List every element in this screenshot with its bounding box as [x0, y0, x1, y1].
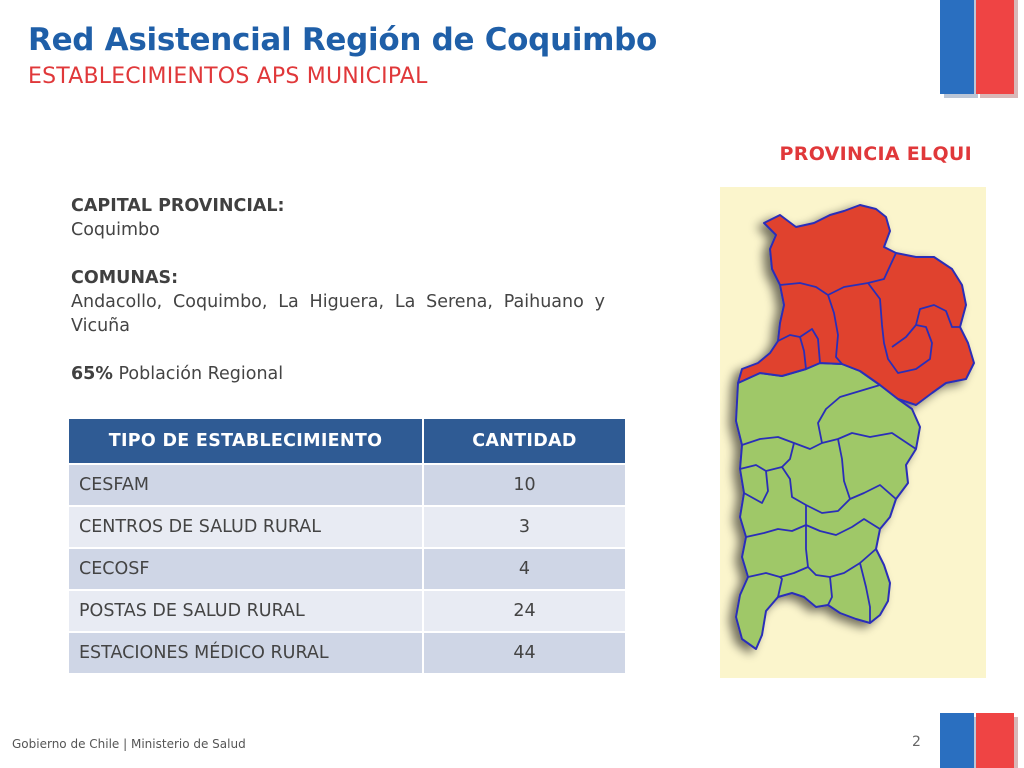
page-number: 2 — [912, 734, 921, 750]
column-header-type: TIPO DE ESTABLECIMIENTO — [69, 419, 424, 464]
map-elqui-province — [737, 204, 975, 406]
map-south-provinces — [735, 362, 921, 650]
chile-flag-logo-top — [940, 0, 1018, 98]
footer-text: Gobierno de Chile | Ministerio de Salud — [12, 737, 246, 751]
capital-label: CAPITAL PROVINCIAL: — [71, 196, 285, 216]
region-map — [720, 187, 986, 678]
table-row: POSTAS DE SALUD RURAL 24 — [69, 589, 625, 632]
table-cell-type: ESTACIONES MÉDICO RURAL — [69, 631, 424, 673]
population-text: Población Regional — [118, 364, 284, 384]
comunas-label: COMUNAS: — [71, 268, 179, 288]
table-cell-type: CENTROS DE SALUD RURAL — [69, 505, 424, 548]
table-cell-count: 4 — [423, 547, 625, 590]
population-percent: 65% — [71, 364, 113, 384]
table-cell-type: CECOSF — [69, 547, 424, 590]
comunas-value: Andacollo, Coquimbo, La Higuera, La Sere… — [71, 292, 605, 336]
establishments-table: TIPO DE ESTABLECIMIENTO CANTIDAD CESFAM … — [69, 419, 625, 673]
capital-value: Coquimbo — [71, 220, 160, 240]
table-cell-type: POSTAS DE SALUD RURAL — [69, 589, 424, 632]
population-line: 65% Población Regional — [71, 362, 605, 386]
province-heading: PROVINCIA ELQUI — [779, 143, 972, 165]
province-info: CAPITAL PROVINCIAL: Coquimbo COMUNAS: An… — [71, 194, 605, 386]
table-cell-count: 44 — [423, 631, 625, 673]
table-row: CECOSF 4 — [69, 547, 625, 590]
table-cell-count: 10 — [423, 463, 625, 506]
table-header-row: TIPO DE ESTABLECIMIENTO CANTIDAD — [69, 419, 625, 464]
table-cell-type: CESFAM — [69, 463, 424, 506]
table-cell-count: 3 — [423, 505, 625, 548]
page-subtitle: ESTABLECIMIENTOS APS MUNICIPAL — [28, 64, 428, 89]
table-row: ESTACIONES MÉDICO RURAL 44 — [69, 631, 625, 673]
table-row: CESFAM 10 — [69, 463, 625, 506]
region-map-svg — [735, 204, 975, 650]
chile-flag-logo-bottom — [940, 713, 1018, 768]
page-title: Red Asistencial Región de Coquimbo — [28, 22, 658, 58]
table-row: CENTROS DE SALUD RURAL 3 — [69, 505, 625, 548]
table-cell-count: 24 — [423, 589, 625, 632]
column-header-count: CANTIDAD — [423, 419, 625, 464]
